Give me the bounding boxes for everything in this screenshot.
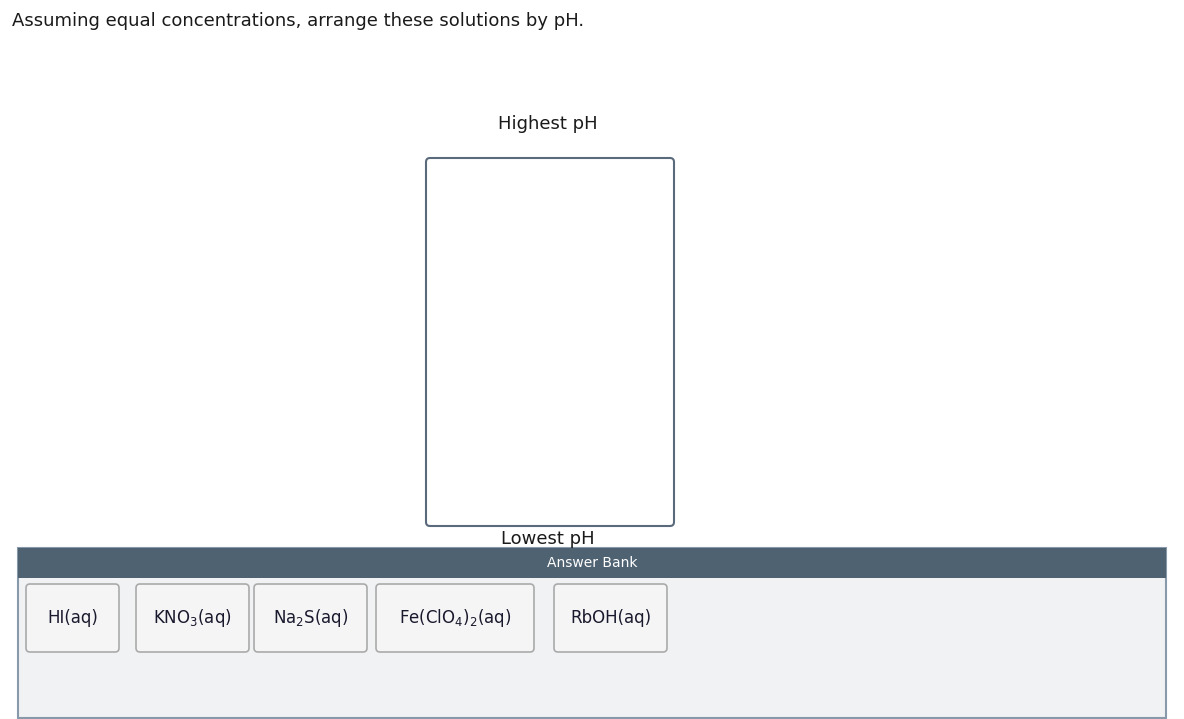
Text: $\mathrm{Na_2S(aq)}$: $\mathrm{Na_2S(aq)}$	[272, 607, 348, 629]
FancyBboxPatch shape	[377, 584, 534, 652]
FancyBboxPatch shape	[426, 158, 674, 526]
Text: Assuming equal concentrations, arrange these solutions by pH.: Assuming equal concentrations, arrange t…	[12, 12, 584, 30]
FancyBboxPatch shape	[18, 548, 1166, 578]
Text: Lowest pH: Lowest pH	[501, 530, 594, 548]
Text: $\mathrm{KNO_3(aq)}$: $\mathrm{KNO_3(aq)}$	[153, 607, 232, 629]
Text: $\mathrm{Fe(ClO_4)_2(aq)}$: $\mathrm{Fe(ClO_4)_2(aq)}$	[399, 607, 511, 629]
FancyBboxPatch shape	[26, 584, 120, 652]
FancyBboxPatch shape	[554, 584, 667, 652]
Text: Highest pH: Highest pH	[498, 115, 598, 133]
FancyBboxPatch shape	[18, 548, 1166, 718]
Text: Answer Bank: Answer Bank	[547, 556, 637, 570]
Text: HI(aq): HI(aq)	[47, 609, 98, 627]
Text: RbOH(aq): RbOH(aq)	[570, 609, 651, 627]
FancyBboxPatch shape	[136, 584, 249, 652]
FancyBboxPatch shape	[255, 584, 367, 652]
